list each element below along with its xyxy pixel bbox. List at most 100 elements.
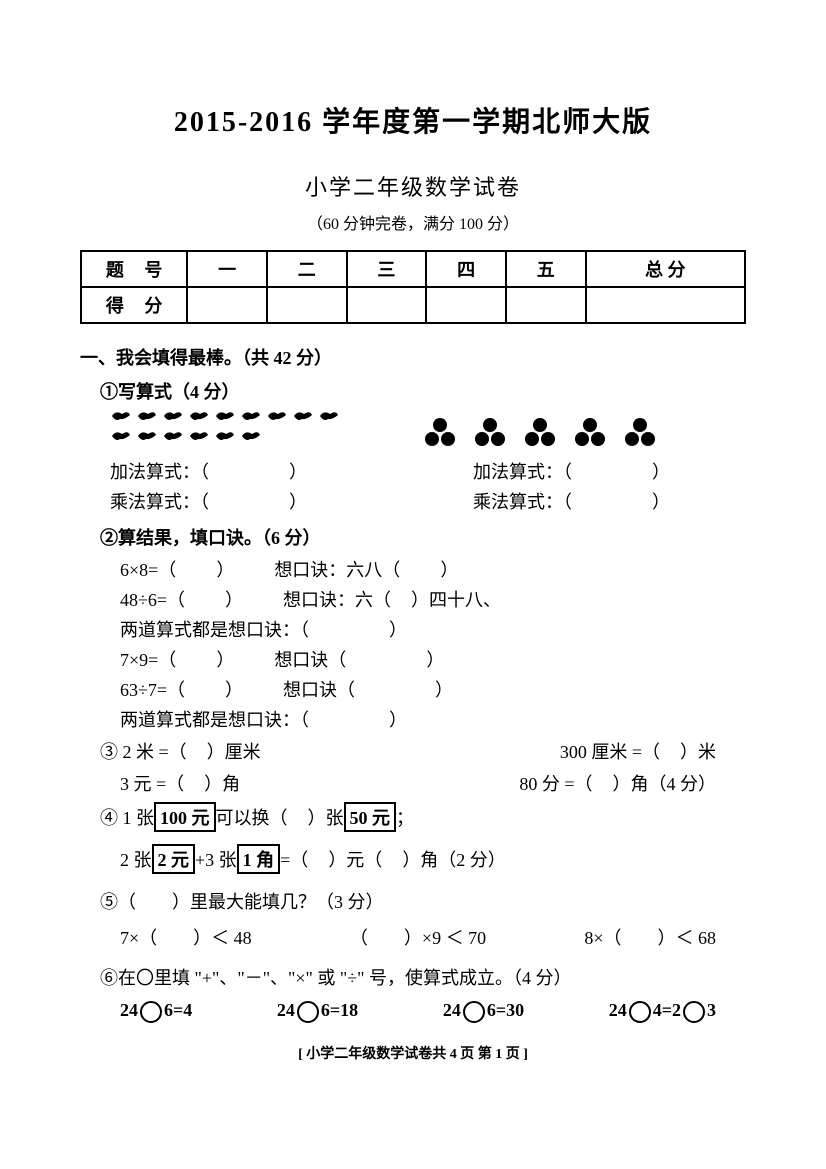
circle-blank — [463, 1001, 485, 1023]
q2-l2d: ）四十八、 — [411, 586, 501, 612]
q2-l2a: 48÷6=（ — [120, 586, 185, 612]
q3-c: 3 元 =（ — [120, 774, 184, 794]
score-header-total: 总 分 — [586, 251, 745, 287]
pyramid-icon — [620, 410, 660, 446]
exam-instruction: （60 分钟完卷，满分 100 分） — [80, 210, 746, 234]
leaf-icon — [214, 410, 236, 428]
money-box-100: 100 元 — [154, 802, 216, 832]
q1-left-mul: 乘法算式：（ — [110, 488, 209, 514]
leaf-cluster-left — [110, 410, 360, 448]
q4-a2: 可以换（ — [216, 804, 288, 830]
close-paren: ） — [389, 616, 407, 642]
leaf-icon — [266, 410, 288, 428]
q6-label: ⑥在〇里填 "+"、"－"、"×" 或 "÷" 号，使算式成立。（4 分） — [100, 964, 746, 990]
q5-c: 8×（ ）＜ 68 — [584, 924, 716, 950]
close-paren: ） — [216, 646, 234, 672]
q2-l1c: 想口诀：六八（ — [274, 556, 400, 582]
q5-label: ⑤（ ）里最大能填几？（3 分） — [100, 888, 746, 914]
close-paren: ） — [435, 676, 453, 702]
score-header-col3: 三 — [347, 251, 427, 287]
q4-b4: ）元（ — [328, 846, 382, 872]
q3-a2: ）厘米 — [207, 742, 261, 762]
q1-label: ①写算式（4 分） — [100, 378, 746, 404]
close-paren: ） — [440, 556, 458, 582]
q1-right-mul: 乘法算式：（ — [473, 488, 572, 514]
q1-right-add: 加法算式：（ — [473, 458, 572, 484]
q1-left-add: 加法算式：（ — [110, 458, 209, 484]
q2-label: ②算结果，填口诀。（6 分） — [100, 524, 746, 550]
q2-l5c: 想口诀（ — [283, 676, 355, 702]
q2-l3: 两道算式都是想口诀：（ — [120, 616, 309, 642]
q4-a4: ； — [396, 804, 414, 830]
close-paren: ） — [652, 488, 670, 514]
page-footer: [ 小学二年级数学试卷共 4 页 第 1 页 ] — [80, 1043, 746, 1063]
q6-expr-b: 246=18 — [277, 1000, 358, 1023]
circle-blank — [629, 1001, 651, 1023]
q5-b: （ ）×9 ＜ 70 — [350, 924, 486, 950]
leaf-icon — [110, 410, 132, 428]
money-box-50: 50 元 — [344, 802, 397, 832]
page-title: 2015-2016 学年度第一学期北师大版 — [80, 100, 746, 140]
q3-d: 80 分 =（ — [519, 774, 592, 794]
q4-b3: =（ — [280, 846, 308, 872]
score-table: 题 号 一 二 三 四 五 总 分 得 分 — [80, 250, 746, 324]
leaf-icon — [214, 430, 236, 448]
score-header-col2: 二 — [267, 251, 347, 287]
leaf-icon — [318, 410, 340, 428]
q2-l1a: 6×8=（ — [120, 556, 176, 582]
money-box-2y: 2 元 — [152, 844, 196, 874]
leaf-icon — [240, 430, 262, 448]
q2-l2c: 想口诀：六（ — [283, 586, 391, 612]
score-row-label: 得 分 — [81, 287, 187, 323]
section1-heading: 一、我会填得最棒。（共 42 分） — [80, 344, 746, 370]
q3-b2: ）米 — [680, 742, 716, 762]
leaf-icon — [136, 430, 158, 448]
q4-b2: +3 张 — [195, 846, 237, 872]
q5-a: 7×（ ）＜ 48 — [120, 924, 252, 950]
close-paren: ） — [652, 458, 670, 484]
leaf-icon — [188, 410, 210, 428]
close-paren: ） — [216, 556, 234, 582]
q2-l5a: 63÷7=（ — [120, 676, 185, 702]
pyramid-icon — [520, 410, 560, 446]
leaf-icon — [188, 430, 210, 448]
q3-b: 300 厘米 =（ — [560, 742, 660, 762]
close-paren: ） — [426, 646, 444, 672]
q6-expr-c: 246=30 — [443, 1000, 524, 1023]
circle-blank — [297, 1001, 319, 1023]
q4-b1: 2 张 — [120, 846, 152, 872]
q2-l4a: 7×9=（ — [120, 646, 176, 672]
close-paren: ） — [389, 706, 407, 732]
close-paren: ） — [225, 676, 243, 702]
q3-a: ③ 2 米 =（ — [100, 742, 187, 762]
leaf-icon — [110, 430, 132, 448]
page-subtitle: 小学二年级数学试卷 — [80, 170, 746, 202]
q3-c2: ）角 — [204, 774, 240, 794]
leaf-icon — [240, 410, 262, 428]
q6-expr-d: 244=23 — [609, 1000, 716, 1023]
leaf-icon — [162, 430, 184, 448]
pyramid-icon — [570, 410, 610, 446]
money-box-1j: 1 角 — [237, 844, 281, 874]
q4-a3: ）张 — [308, 804, 344, 830]
score-cell — [347, 287, 427, 323]
q2-l6: 两道算式都是想口诀：（ — [120, 706, 309, 732]
close-paren: ） — [289, 458, 307, 484]
leaf-icon — [292, 410, 314, 428]
score-cell — [426, 287, 506, 323]
score-cell — [187, 287, 267, 323]
q2-l4c: 想口诀（ — [274, 646, 346, 672]
circle-blank — [140, 1001, 162, 1023]
leaf-icon — [136, 410, 158, 428]
pyramid-icon — [420, 410, 460, 446]
score-header-col5: 五 — [506, 251, 586, 287]
score-cell — [506, 287, 586, 323]
q3-d2: ）角（4 分） — [613, 774, 717, 794]
pyramid-icon — [470, 410, 510, 446]
circle-blank — [683, 1001, 705, 1023]
score-header-label: 题 号 — [81, 251, 187, 287]
score-header-col4: 四 — [426, 251, 506, 287]
score-cell — [267, 287, 347, 323]
score-header-col1: 一 — [187, 251, 267, 287]
q6-expr-a: 246=4 — [120, 1000, 192, 1023]
